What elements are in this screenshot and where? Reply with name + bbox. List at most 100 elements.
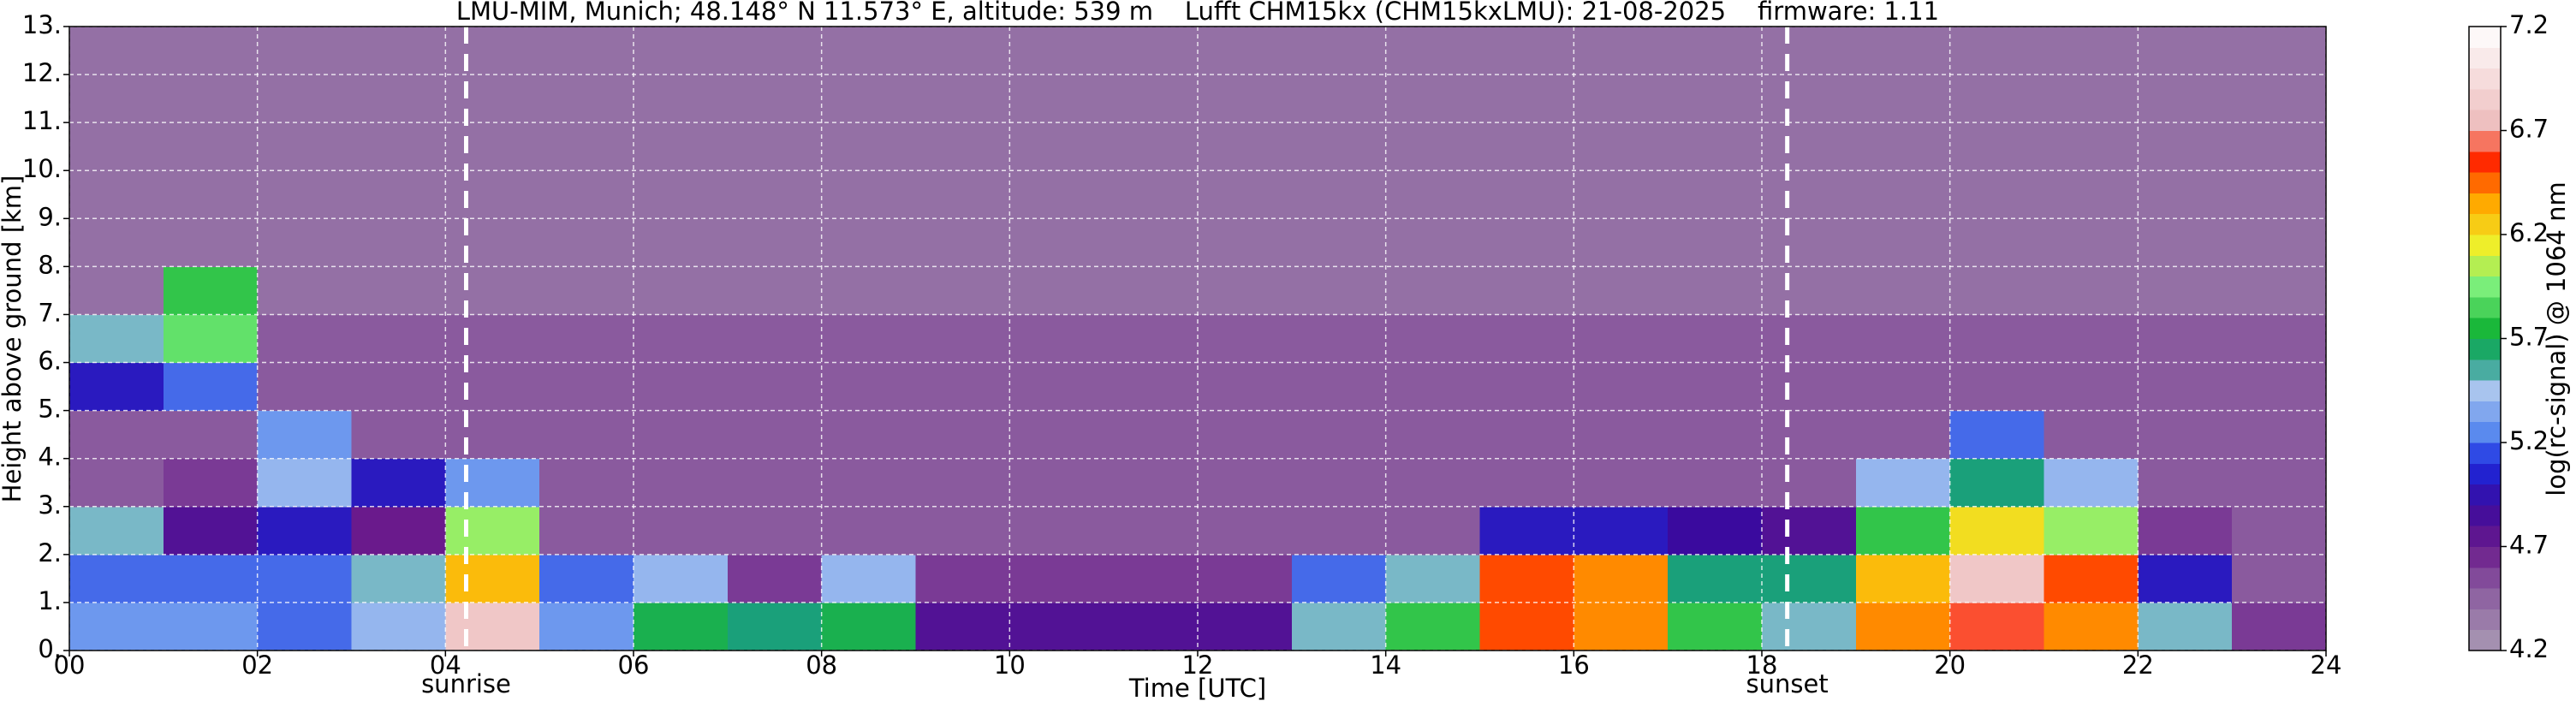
heatmap-cell: [1479, 74, 1574, 123]
heatmap-cell: [1291, 362, 1387, 412]
colorbar-segment: [2469, 526, 2501, 547]
heatmap-cell: [1198, 362, 1293, 412]
heatmap-cell: [2044, 266, 2139, 315]
heatmap-cell: [2232, 362, 2327, 412]
heatmap-cell: [2232, 458, 2327, 508]
heatmap-cell: [1762, 554, 1857, 603]
heatmap-cell: [915, 27, 1010, 75]
heatmap-cell: [821, 602, 916, 651]
heatmap-cell: [1198, 218, 1293, 267]
heatmap-cell: [2138, 266, 2233, 315]
heatmap-cell: [2044, 27, 2139, 75]
colorbar-segment: [2469, 235, 2501, 256]
heatmap-cell: [634, 74, 729, 123]
heatmap-cell: [821, 218, 916, 267]
heatmap-cell: [2138, 122, 2233, 171]
heatmap-cell: [1762, 314, 1857, 364]
heatmap-cell: [1291, 458, 1387, 508]
heatmap-cell: [2232, 410, 2327, 460]
heatmap-cell: [2138, 554, 2233, 603]
heatmap-cell: [257, 27, 352, 75]
y-tick-label: 8.: [38, 250, 62, 279]
heatmap-cell: [2044, 410, 2139, 460]
heatmap-cell: [1574, 314, 1669, 364]
heatmap-cell: [1574, 170, 1669, 219]
heatmap-cell: [1009, 122, 1104, 171]
heatmap-cell: [1291, 410, 1387, 460]
heatmap-cell: [821, 458, 916, 508]
heatmap-cell: [1385, 218, 1480, 267]
heatmap-cell: [1855, 506, 1951, 556]
heatmap-cell: [445, 410, 540, 460]
heatmap-cell: [163, 27, 259, 75]
heatmap-cell: [351, 122, 446, 171]
colorbar-segment: [2469, 421, 2501, 443]
heatmap-cell: [634, 218, 729, 267]
heatmap-cell: [2044, 122, 2139, 171]
heatmap-cell: [1762, 27, 1857, 75]
heatmap-cell: [727, 602, 823, 651]
heatmap-cell: [2232, 218, 2327, 267]
heatmap-cell: [1009, 458, 1104, 508]
y-tick-label: 3.: [38, 490, 62, 520]
heatmap-cell: [2044, 602, 2139, 651]
colorbar-segment: [2469, 629, 2501, 651]
heatmap-cell: [1385, 602, 1480, 651]
heatmap-cell: [821, 506, 916, 556]
heatmap-cell: [1762, 170, 1857, 219]
heatmap-cell: [351, 27, 446, 75]
colorbar-segment: [2469, 546, 2501, 568]
heatmap-cell: [1009, 602, 1104, 651]
heatmap-cell: [727, 410, 823, 460]
heatmap-cell: [915, 458, 1010, 508]
heatmap-cell: [69, 554, 164, 603]
heatmap-cell: [1479, 506, 1574, 556]
colorbar-segment: [2469, 151, 2501, 173]
x-tick-label: 14: [1370, 651, 1401, 680]
heatmap-cell: [2138, 314, 2233, 364]
heatmap-cell: [1574, 27, 1669, 75]
heatmap-cell: [1762, 122, 1857, 171]
heatmap-cell: [539, 506, 634, 556]
heatmap-cell: [1198, 170, 1293, 219]
heatmap-cell: [1762, 458, 1857, 508]
heatmap-cell: [1762, 218, 1857, 267]
x-tick-label: 06: [618, 651, 650, 680]
colorbar-segment: [2469, 68, 2501, 90]
heatmap-cell: [2232, 266, 2327, 315]
heatmap-cell: [2232, 122, 2327, 171]
heatmap-cell: [257, 602, 352, 651]
heatmap-cell: [1291, 122, 1387, 171]
heatmap-cell: [2044, 554, 2139, 603]
heatmap-cell: [727, 170, 823, 219]
heatmap-cell: [257, 170, 352, 219]
colorbar-segment: [2469, 193, 2501, 215]
heatmap-cell: [69, 266, 164, 315]
heatmap-cell: [1104, 218, 1199, 267]
colorbar-segment: [2469, 110, 2501, 131]
heatmap-cell: [1104, 458, 1199, 508]
heatmap-cell: [163, 554, 259, 603]
heatmap-cell: [257, 362, 352, 412]
heatmap-cell: [257, 122, 352, 171]
colorbar-segment: [2469, 609, 2501, 631]
heatmap-cell: [727, 74, 823, 123]
heatmap-cell: [634, 314, 729, 364]
heatmap-cell: [915, 506, 1010, 556]
heatmap-cell: [2138, 74, 2233, 123]
heatmap-cell: [1385, 314, 1480, 364]
heatmap-cell: [1855, 170, 1951, 219]
heatmap-cell: [1668, 506, 1763, 556]
heatmap-cell: [2138, 506, 2233, 556]
heatmap-cell: [539, 410, 634, 460]
heatmap-cell: [634, 170, 729, 219]
heatmap-cell: [1104, 362, 1199, 412]
heatmap-cell: [351, 218, 446, 267]
heatmap-cell: [2138, 27, 2233, 75]
heatmap-cell: [1104, 314, 1199, 364]
heatmap-cell: [634, 27, 729, 75]
colorbar-segment: [2469, 296, 2501, 318]
heatmap-cell: [1668, 410, 1763, 460]
heatmap-cell: [1198, 506, 1293, 556]
heatmap-cell: [821, 266, 916, 315]
